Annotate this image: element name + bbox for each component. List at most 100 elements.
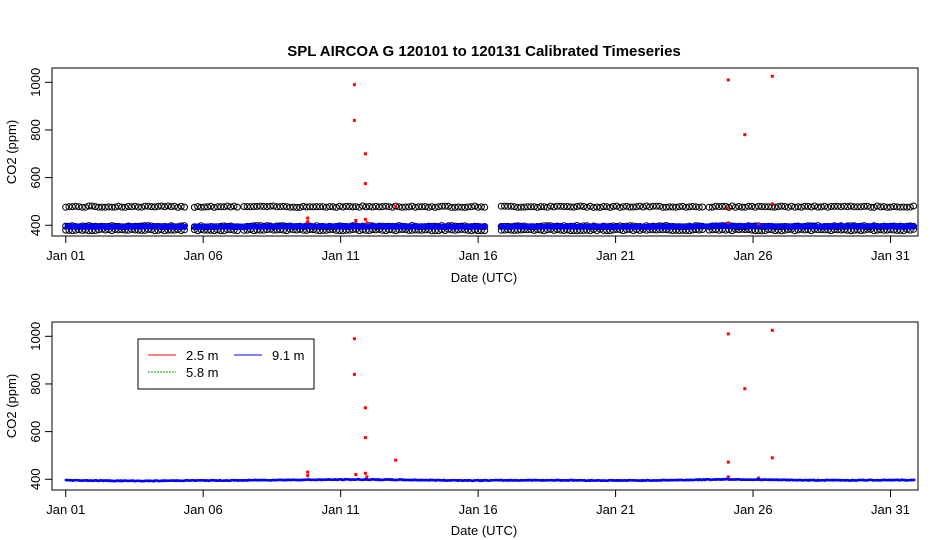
x-tick-label: Jan 01 [46, 502, 85, 517]
series-9-1m-point [68, 479, 72, 482]
series-9-1m-point [702, 478, 706, 481]
series-9-1m-point [235, 478, 238, 482]
series-9-1m-point [710, 478, 714, 481]
series-9-1m-point [130, 479, 134, 483]
series-9-1m-point [804, 478, 807, 482]
series-9-1m-point [156, 479, 160, 483]
raw-point [190, 203, 198, 211]
series-9-1m-point [695, 478, 699, 481]
raw-point [461, 203, 469, 211]
raw-point [322, 203, 330, 211]
raw-point [553, 202, 561, 210]
series-9-1m-point [852, 226, 856, 230]
series-9-1m-point [405, 478, 409, 482]
series-9-1m-point [277, 478, 281, 482]
series-9-1m-point [616, 479, 619, 482]
series-9-1m-point [285, 226, 289, 229]
series-2-5m-point [352, 83, 356, 87]
raw-point [794, 203, 802, 211]
series-9-1m-point [884, 478, 887, 482]
series-9-1m-point [822, 479, 825, 482]
series-9-1m-point [313, 478, 316, 482]
series-9-1m-point [801, 479, 804, 482]
raw-point [458, 203, 466, 211]
series-9-1m-point [172, 479, 175, 482]
raw-point [194, 203, 202, 211]
series-9-1m-point [523, 223, 527, 227]
series-9-1m-point [129, 479, 132, 482]
series-9-1m-point [121, 479, 124, 483]
series-9-1m-point [638, 479, 641, 482]
series-9-1m-point [321, 478, 325, 481]
series-9-1m-point [496, 479, 499, 482]
raw-point [283, 203, 291, 211]
series-9-1m-point [406, 223, 410, 227]
series-9-1m-point [805, 225, 809, 229]
series-9-1m-point [258, 479, 262, 482]
raw-point [510, 203, 518, 211]
series-9-1m-point [808, 478, 811, 482]
raw-point [567, 203, 574, 211]
raw-point [144, 202, 152, 210]
series-9-1m-point [741, 223, 745, 227]
raw-point [830, 202, 838, 210]
raw-point [824, 203, 832, 211]
series-9-1m-point [842, 479, 846, 482]
raw-point [877, 203, 885, 211]
raw-point [240, 203, 248, 210]
series-9-1m-point [633, 479, 637, 482]
raw-point [619, 203, 627, 211]
raw-point [477, 203, 485, 211]
series-9-1m-point [666, 478, 670, 482]
series-9-1m-point [353, 478, 356, 481]
series-9-1m-point [468, 224, 472, 228]
raw-point [722, 202, 730, 210]
series-9-1m-point [636, 479, 640, 482]
raw-point [111, 203, 119, 211]
series-9-1m-point [379, 478, 382, 481]
x-tick-label: Jan 16 [459, 248, 498, 263]
raw-point [745, 202, 753, 210]
series-2-5m-point [306, 470, 310, 474]
series-9-1m-point [180, 479, 183, 482]
series-9-1m-point [376, 478, 380, 481]
series-9-1m-point [416, 478, 420, 482]
raw-point [867, 203, 875, 211]
raw-point [788, 202, 795, 210]
series-9-1m-point [862, 223, 866, 227]
series-9-1m-point [539, 479, 542, 482]
series-9-1m-point [747, 478, 751, 481]
series-9-1m-point [359, 223, 363, 227]
series-9-1m-point [495, 478, 498, 482]
raw-point [890, 203, 898, 211]
y-tick-label: 1000 [28, 68, 43, 97]
series-9-1m-point [394, 478, 398, 482]
series-9-1m-point [813, 479, 817, 482]
raw-point [652, 202, 660, 210]
series-9-1m-point [184, 479, 187, 482]
series-9-1m-point [485, 479, 488, 482]
series-9-1m-point [627, 479, 630, 482]
series-2-5m-point [726, 206, 730, 210]
raw-point [174, 203, 182, 211]
series-9-1m-point [324, 478, 327, 481]
series-9-1m-point [798, 478, 802, 482]
raw-point [342, 202, 350, 210]
series-9-1m-point [655, 479, 659, 482]
series-9-1m-point [200, 479, 204, 482]
bottom-series [64, 328, 916, 483]
x-tick-label: Jan 11 [322, 248, 360, 263]
series-2-5m-point [306, 216, 310, 220]
series-9-1m-point [152, 480, 156, 483]
series-9-1m-point [679, 478, 682, 482]
x-tick-label: Jan 26 [734, 502, 773, 517]
raw-point [732, 203, 739, 211]
series-9-1m-point [867, 478, 870, 482]
series-9-1m-point [703, 225, 707, 229]
series-9-1m-point [393, 478, 396, 482]
series-9-1m-point [412, 478, 415, 482]
series-9-1m-point [71, 479, 75, 482]
raw-point [289, 203, 297, 211]
series-9-1m-point [237, 479, 241, 482]
